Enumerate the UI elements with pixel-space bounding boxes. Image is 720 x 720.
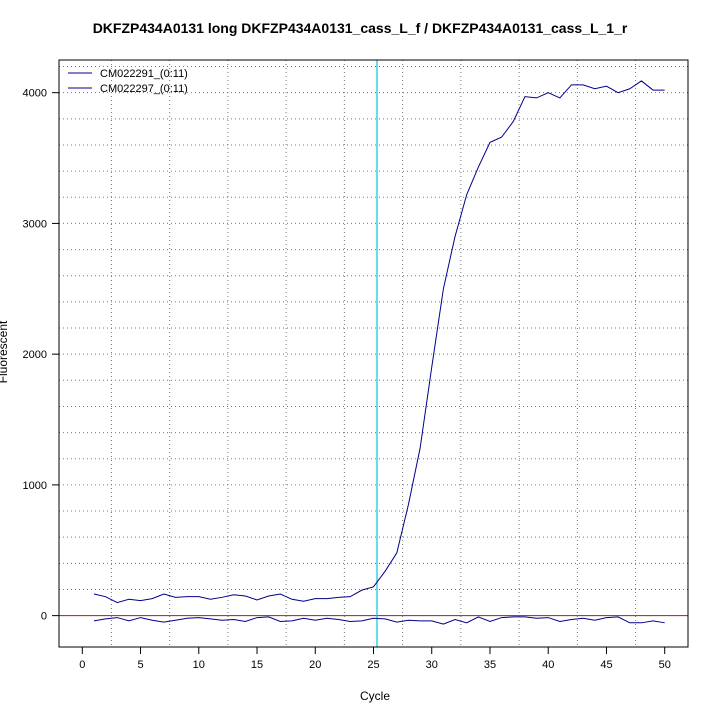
x-tick-label: 35 — [484, 659, 496, 671]
series-line-1 — [93, 80, 665, 604]
x-tick-label: 30 — [426, 659, 438, 671]
y-tick-label: 1000 — [23, 480, 47, 492]
x-tick-label: 40 — [542, 659, 554, 671]
x-tick-label: 45 — [600, 659, 612, 671]
series-layer — [93, 80, 665, 625]
grid-layer — [59, 60, 688, 647]
x-tick-label: 15 — [251, 659, 263, 671]
y-axis-label: Fluorescent — [0, 320, 10, 384]
x-tick-label: 25 — [367, 659, 379, 671]
y-tick-label: 4000 — [23, 88, 47, 100]
legend-label: CM022297_(0:11) — [100, 83, 188, 95]
series-line-2 — [93, 616, 665, 625]
chart-title: DKFZP434A0131 long DKFZP434A0131_cass_L_… — [92, 20, 628, 36]
x-tick-label: 20 — [309, 659, 321, 671]
legend-label: CM022291_(0:11) — [100, 68, 188, 80]
x-axis-label: Cycle — [359, 689, 390, 703]
x-tick-label: 10 — [193, 659, 205, 671]
plot-frame — [58, 59, 689, 648]
x-tick-label: 5 — [137, 659, 143, 671]
x-tick-label: 50 — [659, 659, 671, 671]
y-tick-label: 2000 — [23, 349, 47, 361]
reference-lines — [59, 60, 688, 647]
y-tick-label: 3000 — [23, 218, 47, 230]
legend: CM022291_(0:11) CM022297_(0:11) — [68, 68, 188, 95]
axis-layer: 0 5 10 15 20 25 30 35 40 45 50 0 1000 2000 3000 4000 — [23, 59, 689, 671]
x-tick-label: 0 — [79, 659, 85, 671]
y-tick-label: 0 — [41, 611, 47, 623]
